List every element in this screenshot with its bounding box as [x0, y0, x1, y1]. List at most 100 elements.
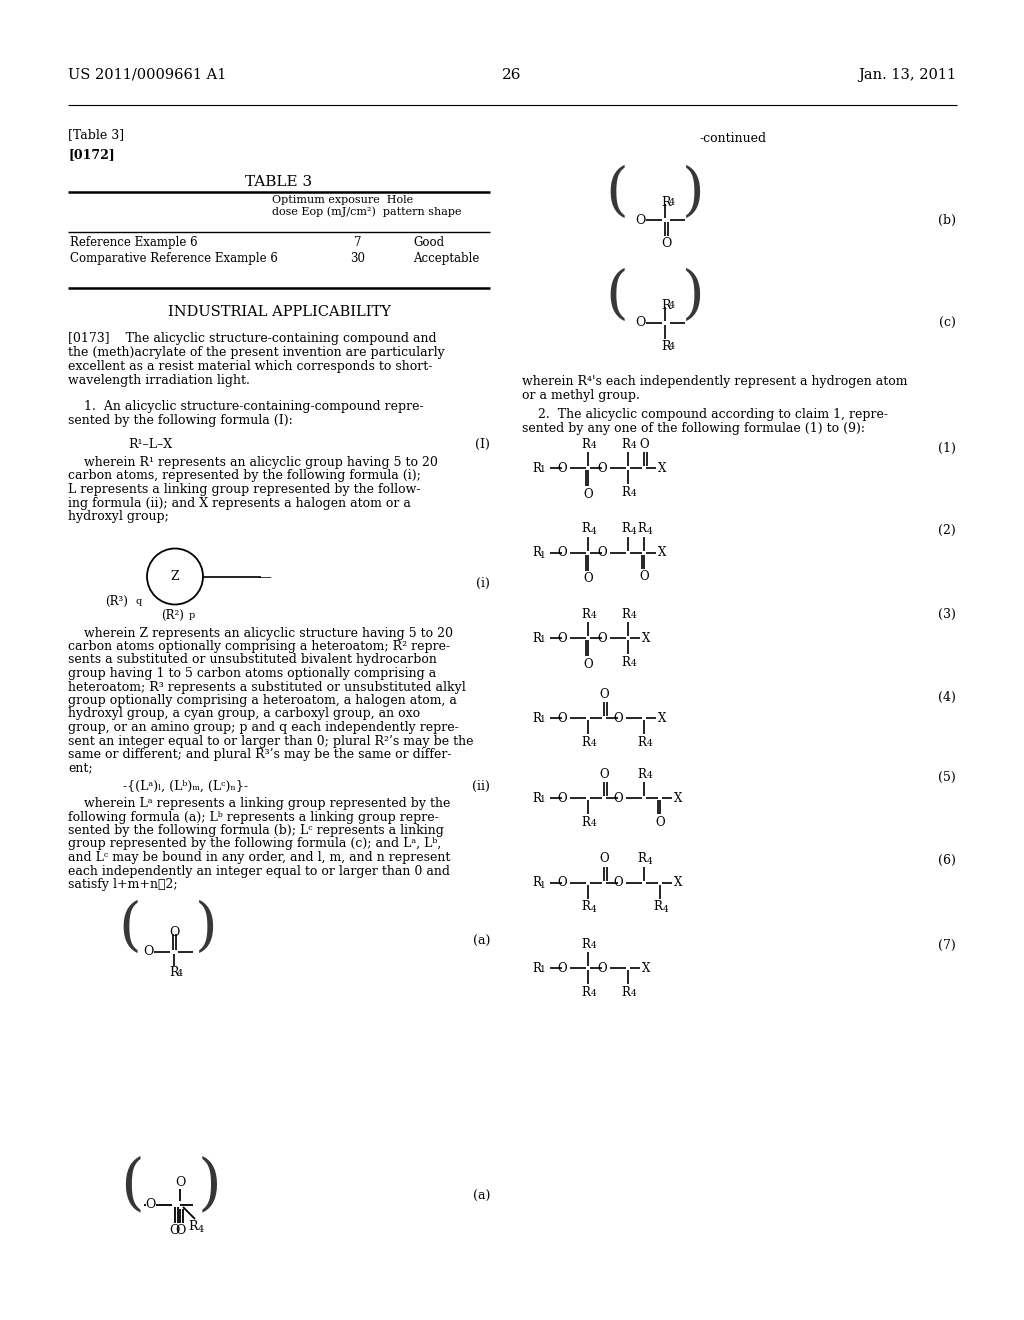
Text: sented by the following formula (b); Lᶜ represents a linking: sented by the following formula (b); Lᶜ … — [68, 824, 443, 837]
Text: O: O — [557, 876, 567, 890]
Text: 1: 1 — [540, 635, 546, 644]
Text: excellent as a resist material which corresponds to short-: excellent as a resist material which cor… — [68, 360, 432, 374]
Text: 4: 4 — [647, 527, 653, 536]
Text: sents a substituted or unsubstituted bivalent hydrocarbon: sents a substituted or unsubstituted biv… — [68, 653, 437, 667]
Text: O: O — [597, 631, 607, 644]
Text: 4: 4 — [631, 441, 637, 450]
Text: R: R — [532, 631, 541, 644]
Text: wavelength irradiation light.: wavelength irradiation light. — [68, 374, 250, 387]
Text: 4: 4 — [664, 904, 669, 913]
Text: carbon atoms optionally comprising a heteroatom; R² repre-: carbon atoms optionally comprising a het… — [68, 640, 451, 653]
Text: R: R — [622, 437, 631, 450]
Text: 4: 4 — [631, 611, 637, 620]
Text: O: O — [169, 1225, 179, 1238]
Text: O: O — [175, 1176, 185, 1189]
Text: R: R — [662, 300, 671, 312]
Text: wherein Z represents an alicyclic structure having 5 to 20: wherein Z represents an alicyclic struct… — [68, 627, 453, 639]
Text: ing formula (ii); and X represents a halogen atom or a: ing formula (ii); and X represents a hal… — [68, 496, 411, 510]
Text: Acceptable: Acceptable — [413, 252, 479, 265]
Text: L represents a linking group represented by the follow-: L represents a linking group represented… — [68, 483, 421, 496]
Text: O: O — [169, 925, 179, 939]
Text: (: ( — [118, 899, 140, 956]
Text: 4: 4 — [669, 301, 675, 310]
Text: (1): (1) — [938, 441, 956, 454]
Text: O: O — [557, 792, 567, 804]
Text: p: p — [189, 610, 196, 619]
Text: Reference Example 6: Reference Example 6 — [70, 236, 198, 249]
Text: (R³): (R³) — [105, 594, 128, 607]
Text: carbon atoms, represented by the following formula (i);: carbon atoms, represented by the followi… — [68, 470, 421, 483]
Text: TABLE 3: TABLE 3 — [246, 176, 312, 189]
Text: 4: 4 — [591, 904, 597, 913]
Text: O: O — [639, 437, 649, 450]
Text: (2): (2) — [938, 524, 956, 536]
Text: R: R — [532, 462, 541, 474]
Text: 4: 4 — [631, 990, 637, 998]
Text: ): ) — [195, 899, 218, 956]
Text: US 2011/0009661 A1: US 2011/0009661 A1 — [68, 69, 226, 82]
Text: 4: 4 — [669, 198, 675, 207]
Text: O: O — [557, 462, 567, 474]
Text: 4: 4 — [631, 660, 637, 668]
Text: R: R — [532, 792, 541, 804]
Text: X: X — [674, 876, 682, 890]
Text: O: O — [175, 1225, 185, 1238]
Text: (I): (I) — [475, 438, 490, 451]
Text: (: ( — [605, 165, 628, 220]
Text: O: O — [557, 961, 567, 974]
Text: (R²): (R²) — [161, 609, 184, 622]
Text: R: R — [662, 195, 671, 209]
Text: -continued: -continued — [700, 132, 767, 145]
Text: R: R — [582, 735, 591, 748]
Text: R: R — [622, 486, 631, 499]
Text: R: R — [622, 607, 631, 620]
Text: 4: 4 — [669, 342, 675, 351]
Text: or a methyl group.: or a methyl group. — [522, 389, 640, 403]
Text: R: R — [638, 853, 646, 866]
Text: R: R — [582, 437, 591, 450]
Text: Z: Z — [171, 570, 179, 583]
Text: [0172]: [0172] — [68, 148, 115, 161]
Text: O: O — [557, 711, 567, 725]
Text: O: O — [597, 961, 607, 974]
Text: O: O — [142, 945, 154, 958]
Text: R: R — [638, 767, 646, 780]
Text: Optimum exposure  Hole: Optimum exposure Hole — [272, 195, 413, 205]
Text: (5): (5) — [938, 771, 956, 784]
Text: O: O — [662, 238, 672, 249]
Text: O: O — [597, 462, 607, 474]
Text: O: O — [635, 214, 645, 227]
Text: (b): (b) — [938, 214, 956, 227]
Text: R: R — [532, 876, 541, 890]
Text: ent;: ent; — [68, 762, 92, 775]
Text: R: R — [582, 937, 591, 950]
Text: O: O — [584, 573, 593, 586]
Text: O: O — [599, 688, 609, 701]
Text: 26: 26 — [502, 69, 522, 82]
Text: hydroxyl group;: hydroxyl group; — [68, 510, 169, 523]
Text: Jan. 13, 2011: Jan. 13, 2011 — [858, 69, 956, 82]
Text: R: R — [638, 735, 646, 748]
Text: same or different; and plural R³’s may be the same or differ-: same or different; and plural R³’s may b… — [68, 748, 452, 762]
Text: R¹–L–X: R¹–L–X — [128, 438, 172, 451]
Text: 1.  An alicyclic structure-containing-compound repre-: 1. An alicyclic structure-containing-com… — [68, 400, 424, 413]
Text: 4: 4 — [177, 969, 183, 978]
Text: R: R — [188, 1221, 198, 1233]
Text: -{(Lᵃ)ₗ, (Lᵇ)ₘ, (Lᶜ)ₙ}-: -{(Lᵃ)ₗ, (Lᵇ)ₘ, (Lᶜ)ₙ}- — [123, 780, 248, 793]
Text: O: O — [613, 792, 623, 804]
Text: wherein Lᵃ represents a linking group represented by the: wherein Lᵃ represents a linking group re… — [68, 797, 451, 810]
Text: X: X — [658, 711, 667, 725]
Text: 4: 4 — [591, 611, 597, 620]
Text: (3): (3) — [938, 607, 956, 620]
Text: O: O — [655, 816, 665, 829]
Text: group represented by the following formula (c); and Lᵃ, Lᵇ,: group represented by the following formu… — [68, 837, 441, 850]
Text: 4: 4 — [591, 820, 597, 829]
Text: O: O — [613, 876, 623, 890]
Text: group optionally comprising a heteroatom, a halogen atom, a: group optionally comprising a heteroatom… — [68, 694, 457, 708]
Text: 1: 1 — [540, 965, 546, 974]
Text: INDUSTRIAL APPLICABILITY: INDUSTRIAL APPLICABILITY — [168, 305, 390, 319]
Text: 1: 1 — [540, 880, 546, 890]
Text: X: X — [658, 546, 667, 560]
Text: R: R — [532, 961, 541, 974]
Text: (: ( — [120, 1155, 144, 1214]
